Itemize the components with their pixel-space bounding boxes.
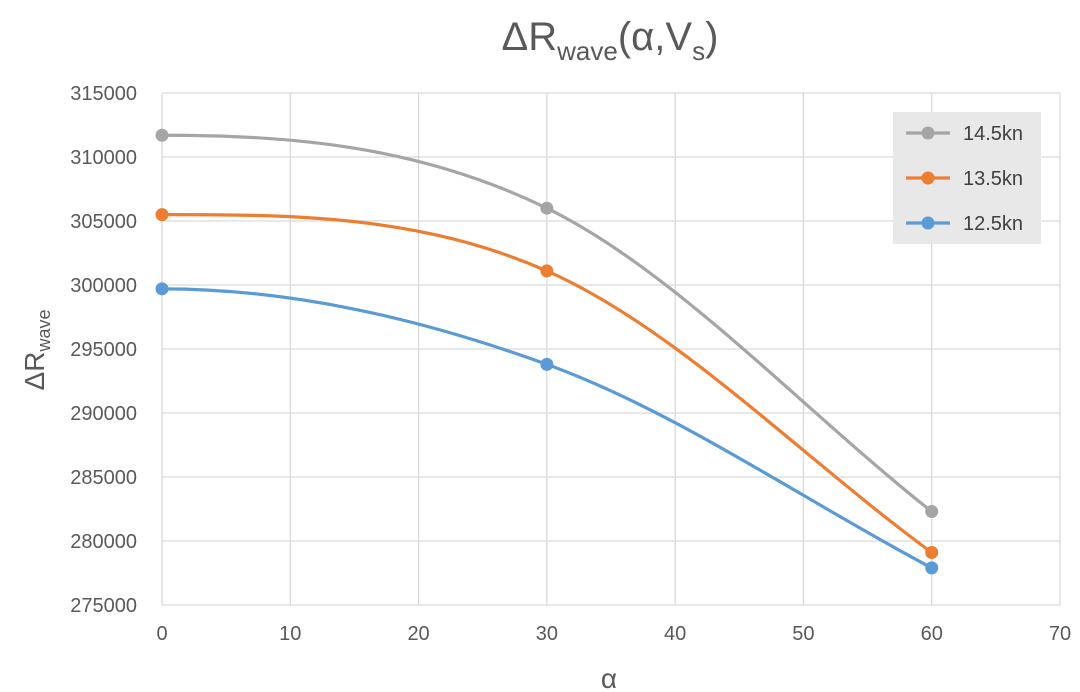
- x-tick-label: 60: [921, 623, 943, 645]
- y-tick-label: 300000: [70, 275, 137, 297]
- y-axis-tick-labels: 275000 280000 285000 290000 295000 300000 3050…: [70, 83, 137, 617]
- y-tick-label: 280000: [70, 531, 137, 553]
- data-point: [155, 208, 169, 222]
- series-13.5kn: [155, 208, 939, 560]
- legend-item: 12.5kn: [906, 213, 1023, 235]
- legend-swatch-marker: [921, 171, 935, 185]
- series-line: [161, 133, 933, 513]
- legend-swatch-marker: [921, 216, 935, 230]
- legend-item: 13.5kn: [906, 168, 1023, 190]
- data-point: [925, 546, 939, 560]
- legend-label: 12.5kn: [963, 213, 1023, 235]
- x-tick-label: 50: [792, 623, 814, 645]
- series-14.5kn: [155, 128, 939, 519]
- x-tick-label: 40: [664, 623, 686, 645]
- y-axis-title: ΔRwave: [19, 310, 54, 391]
- x-tick-label: 30: [536, 623, 558, 645]
- legend-item: 14.5kn: [906, 123, 1023, 145]
- data-point: [540, 357, 554, 371]
- x-tick-label: 0: [156, 623, 167, 645]
- y-tick-label: 285000: [70, 467, 137, 489]
- y-tick-label: 290000: [70, 403, 137, 425]
- data-point: [540, 264, 554, 278]
- data-point: [155, 282, 169, 296]
- y-tick-label: 305000: [70, 211, 137, 233]
- y-tick-label: 275000: [70, 595, 137, 617]
- data-point: [540, 201, 554, 215]
- legend-label: 13.5kn: [963, 168, 1023, 190]
- data-point: [925, 561, 939, 575]
- legend-swatch-marker: [921, 126, 935, 140]
- legend-label: 14.5kn: [963, 123, 1023, 145]
- chart-title: ΔRwave(α,Vs): [502, 15, 719, 66]
- series-lines: [155, 128, 939, 575]
- x-axis-tick-labels: 0 10 20 30 40 50 60 70: [156, 623, 1071, 645]
- x-tick-label: 70: [1049, 623, 1071, 645]
- x-tick-label: 10: [279, 623, 301, 645]
- data-point: [925, 505, 939, 519]
- legend: 14.5kn 13.5kn 12.5kn: [893, 112, 1041, 244]
- x-tick-label: 20: [407, 623, 429, 645]
- y-tick-label: 295000: [70, 339, 137, 361]
- series-12.5kn: [155, 282, 939, 575]
- data-point: [155, 128, 169, 142]
- y-tick-label: 310000: [70, 147, 137, 169]
- x-axis-title: α: [601, 663, 617, 692]
- y-tick-label: 315000: [70, 83, 137, 105]
